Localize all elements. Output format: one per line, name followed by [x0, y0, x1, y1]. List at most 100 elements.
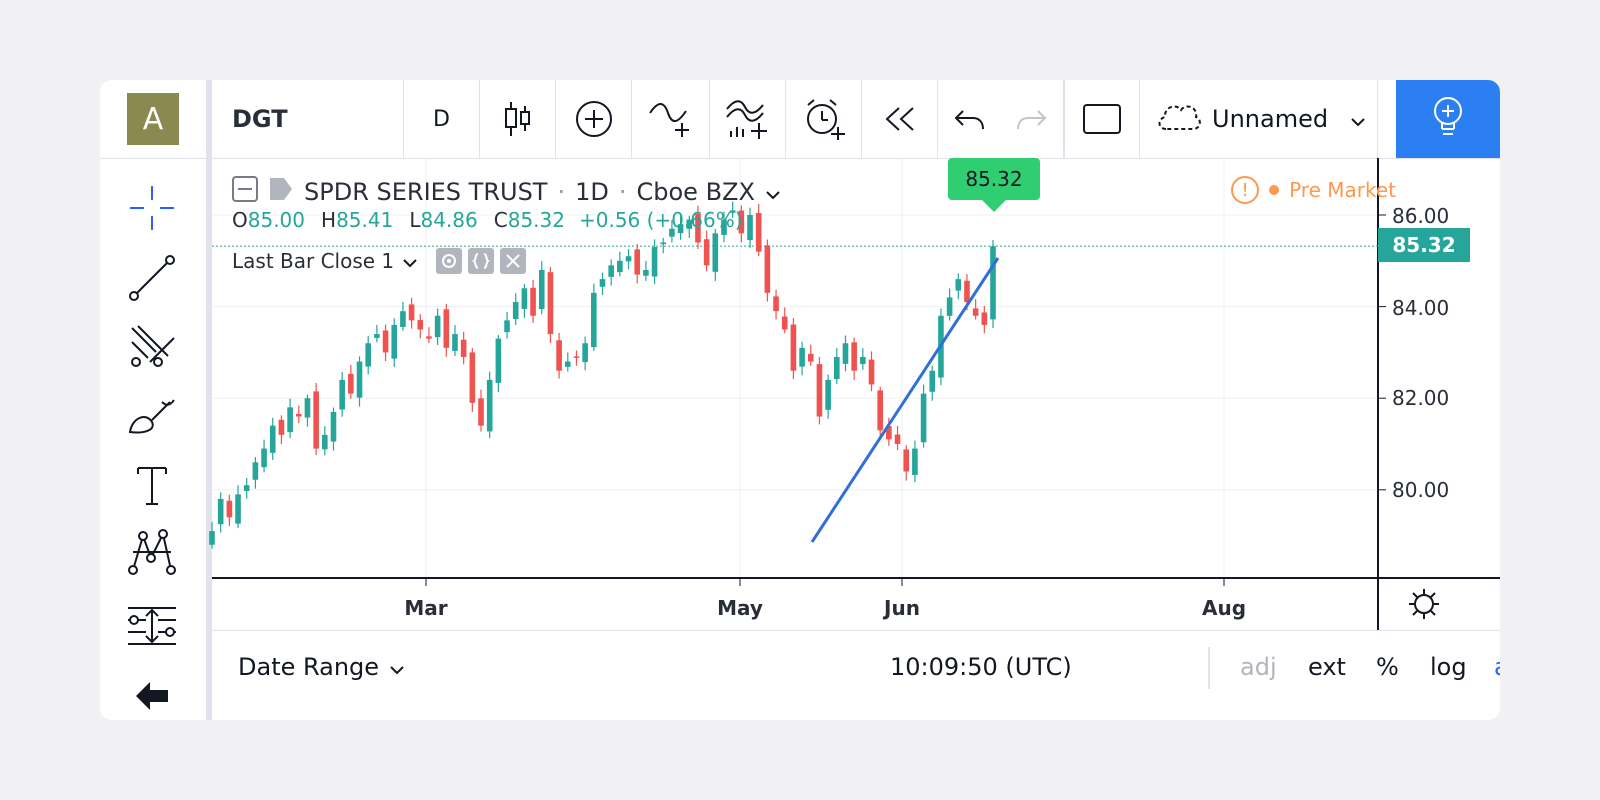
candle-body: [252, 462, 259, 480]
candle-body: [738, 210, 745, 234]
percent-toggle[interactable]: %: [1376, 653, 1399, 681]
candle-body: [443, 309, 450, 348]
candle-body: [894, 434, 901, 444]
lightbulb-icon: [1432, 96, 1464, 142]
candle-body: [426, 336, 432, 339]
candle-body: [721, 219, 727, 235]
collapse-icon[interactable]: [232, 176, 258, 208]
candle-body: [643, 269, 649, 276]
measure-icon[interactable]: [122, 596, 182, 656]
candle-body: [972, 308, 979, 316]
replay-icon[interactable]: [862, 80, 938, 158]
compare-icon[interactable]: [556, 80, 632, 158]
settings-braces-icon[interactable]: [468, 248, 495, 274]
publish-idea-button[interactable]: [1396, 80, 1500, 158]
alert-icon[interactable]: [786, 80, 862, 158]
candle-body: [946, 297, 953, 316]
adj-toggle[interactable]: adj: [1240, 653, 1277, 681]
log-toggle[interactable]: log: [1430, 653, 1467, 681]
chevron-down-icon[interactable]: [765, 178, 781, 206]
interval-button[interactable]: D: [404, 80, 480, 158]
candle-body: [755, 213, 762, 252]
study-name[interactable]: Last Bar Close 1: [232, 249, 395, 273]
close-label: C: [493, 208, 508, 232]
candle-body: [556, 340, 562, 371]
chart-settings-icon[interactable]: [1378, 578, 1470, 630]
candle-body: [278, 419, 285, 435]
chevron-down-icon[interactable]: [402, 249, 418, 273]
candle-body: [391, 324, 398, 359]
candle-body: [886, 426, 892, 440]
candles-icon[interactable]: [480, 80, 556, 158]
trend-line: [810, 257, 1000, 543]
clock-timezone[interactable]: 10:09:50 (UTC): [890, 653, 1072, 681]
premarket-dot: [1269, 185, 1280, 195]
candle-body: [799, 347, 805, 367]
study-row: Last Bar Close 1: [232, 248, 527, 274]
flag-icon[interactable]: [268, 176, 294, 208]
candle-body: [617, 260, 623, 273]
candle-body: [313, 391, 319, 449]
candle-body: [625, 256, 632, 262]
brush-icon[interactable]: [122, 386, 182, 446]
candle-body: [209, 531, 215, 545]
candle-body: [860, 356, 866, 365]
templates-icon[interactable]: [710, 80, 786, 158]
trend-line-icon[interactable]: [122, 248, 182, 308]
ext-toggle[interactable]: ext: [1308, 653, 1346, 681]
back-arrow-icon[interactable]: [122, 666, 182, 720]
bottom-toolbar: Date Range 10:09:50 (UTC) adj ext % log …: [212, 630, 1500, 720]
candle-body: [400, 311, 406, 327]
candle-body: [608, 265, 614, 277]
premarket-status[interactable]: ! Pre Market: [1231, 176, 1396, 204]
candle-body: [356, 361, 363, 398]
candle-body: [634, 249, 641, 275]
chevron-down-icon: [1350, 105, 1366, 133]
candle-body: [920, 393, 927, 443]
candle-body: [877, 390, 883, 431]
symbol-search[interactable]: DGT: [212, 80, 404, 158]
undo-icon[interactable]: [953, 107, 985, 131]
chevron-down-icon: [389, 653, 405, 681]
legend-exchange: Cboe BZX: [636, 178, 755, 206]
legend-interval: 1D: [575, 178, 609, 206]
indicators-icon[interactable]: [632, 80, 710, 158]
legend-sep: ·: [618, 178, 627, 206]
candle-body: [564, 361, 571, 367]
eye-icon[interactable]: [436, 248, 463, 274]
candle-body: [417, 320, 424, 330]
candle-body: [382, 330, 389, 353]
high-value: 85.41: [336, 208, 394, 232]
last-price-label: 85.32: [1378, 228, 1470, 262]
close-value: 85.32: [507, 208, 565, 232]
fib-retracement-icon[interactable]: [122, 316, 182, 376]
candle-body: [703, 239, 710, 266]
candle-body: [243, 485, 250, 491]
y-tick-label: 86.00: [1392, 204, 1450, 228]
candle-body: [512, 302, 519, 320]
remove-icon[interactable]: [500, 248, 527, 274]
ohlc-row: O85.00 H85.41 L84.86 C85.32 +0.56 (+0.66…: [232, 208, 743, 232]
high-label: H: [321, 208, 337, 232]
price-chart[interactable]: [100, 80, 1500, 720]
candle-body: [348, 373, 354, 394]
candle-body: [591, 292, 597, 348]
auto-toggle[interactable]: auto: [1494, 653, 1500, 681]
fullscreen-icon[interactable]: [1064, 80, 1140, 158]
divider: [1208, 647, 1210, 689]
y-tick-label: 82.00: [1392, 386, 1450, 410]
crosshair-icon[interactable]: [122, 178, 182, 238]
left-divider: [206, 80, 212, 720]
layout-name: Unnamed: [1212, 105, 1329, 133]
layout-menu[interactable]: Unnamed: [1140, 80, 1378, 158]
pattern-icon[interactable]: [122, 522, 182, 582]
candle-body: [955, 279, 962, 291]
redo-icon[interactable]: [1016, 107, 1048, 131]
avatar[interactable]: A: [127, 93, 179, 145]
text-icon[interactable]: [122, 456, 182, 516]
candle-body: [781, 316, 788, 330]
y-tick-label: 84.00: [1392, 296, 1450, 320]
date-range-button[interactable]: Date Range: [238, 653, 405, 681]
x-tick-label: Mar: [404, 596, 448, 620]
candle-body: [964, 280, 970, 303]
